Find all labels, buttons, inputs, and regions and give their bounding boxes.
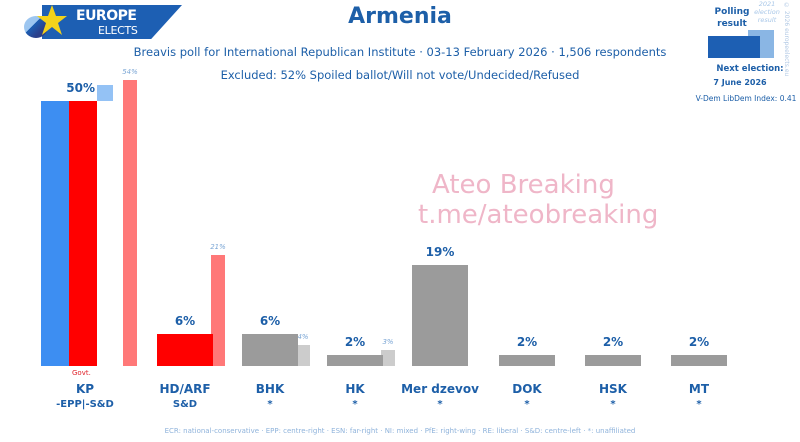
excluded-note: Excluded: 52% Spoiled ballot/Will not vo… xyxy=(220,68,580,82)
value-label: 2% xyxy=(602,335,624,350)
footer-legend: ECR: national-conservative · EPP: centre… xyxy=(164,427,636,435)
prev-result-label: 4% xyxy=(297,332,309,341)
kp-blue-bar xyxy=(41,101,69,366)
poll-bar xyxy=(412,265,468,366)
poll-bar xyxy=(585,355,641,366)
legend-election-label: 2021 election result xyxy=(754,0,780,24)
party-group: * xyxy=(437,399,443,410)
watermark-line1: Ateo Breaking xyxy=(432,170,615,200)
logo-text-europe: EUROPE xyxy=(76,8,137,24)
party-group: S&D xyxy=(172,399,198,410)
party-group: * xyxy=(524,399,530,410)
party-group: * xyxy=(352,399,358,410)
party-group: -EPP|-S&D xyxy=(56,399,114,410)
prev-result-label: 21% xyxy=(210,242,226,251)
party-name: KP xyxy=(75,382,95,396)
prev-result-label: 54% xyxy=(122,67,138,76)
party-name: HK xyxy=(345,382,365,396)
party-name: MT xyxy=(688,382,710,396)
party-group: * xyxy=(267,399,273,410)
party-group: * xyxy=(696,399,702,410)
prev-result-bar xyxy=(123,79,137,366)
legend-polling-swatch xyxy=(708,36,760,58)
value-label: 2% xyxy=(688,335,710,350)
next-election-date: 7 June 2026 xyxy=(713,78,767,87)
watermark-line2: t.me/ateobreaking xyxy=(418,200,659,230)
poll-bar xyxy=(242,334,298,366)
poll-bar xyxy=(157,334,213,366)
value-label: 2% xyxy=(344,335,366,350)
value-label: 2% xyxy=(516,335,538,350)
kp-red-bar xyxy=(69,101,97,366)
poll-bar xyxy=(327,355,383,366)
chart-subtitle: Breavis poll for International Republica… xyxy=(133,45,667,59)
value-label: 6% xyxy=(174,314,196,329)
poll-bar xyxy=(671,355,727,366)
prev-result-bar xyxy=(296,344,310,366)
prev-result-bar xyxy=(211,254,225,366)
value-label: 19% xyxy=(425,245,455,260)
chart-title: Armenia xyxy=(348,4,452,29)
party-name: Mer dzevov xyxy=(401,382,479,396)
value-label: 6% xyxy=(259,314,281,329)
party-name: HSK xyxy=(599,382,627,396)
party-name: BHK xyxy=(255,382,285,396)
europe-elects-logo: EUROPE ELECTS xyxy=(0,0,190,44)
prev-result-bar xyxy=(381,350,395,366)
party-group: * xyxy=(610,399,616,410)
party-name: HD/ARF xyxy=(159,382,211,396)
prev-result-label: 3% xyxy=(382,338,394,347)
govt-label: Govt. xyxy=(72,369,91,377)
kp-light-blue-cap xyxy=(97,85,113,101)
vdem-index: V-Dem LibDem Index: 0.41 xyxy=(695,94,797,103)
legend-polling-label: Polling result xyxy=(714,7,750,29)
next-election-label: Next election: xyxy=(716,64,784,74)
poll-bar xyxy=(499,355,555,366)
star-icon xyxy=(37,5,67,35)
party-name: DOK xyxy=(512,382,542,396)
logo-circle-icon xyxy=(24,16,48,38)
logo-text-elects: ELECTS xyxy=(98,24,138,37)
value-label: 50% xyxy=(66,81,95,95)
copyright-note: © 2026 europeelects.eu xyxy=(783,2,790,77)
